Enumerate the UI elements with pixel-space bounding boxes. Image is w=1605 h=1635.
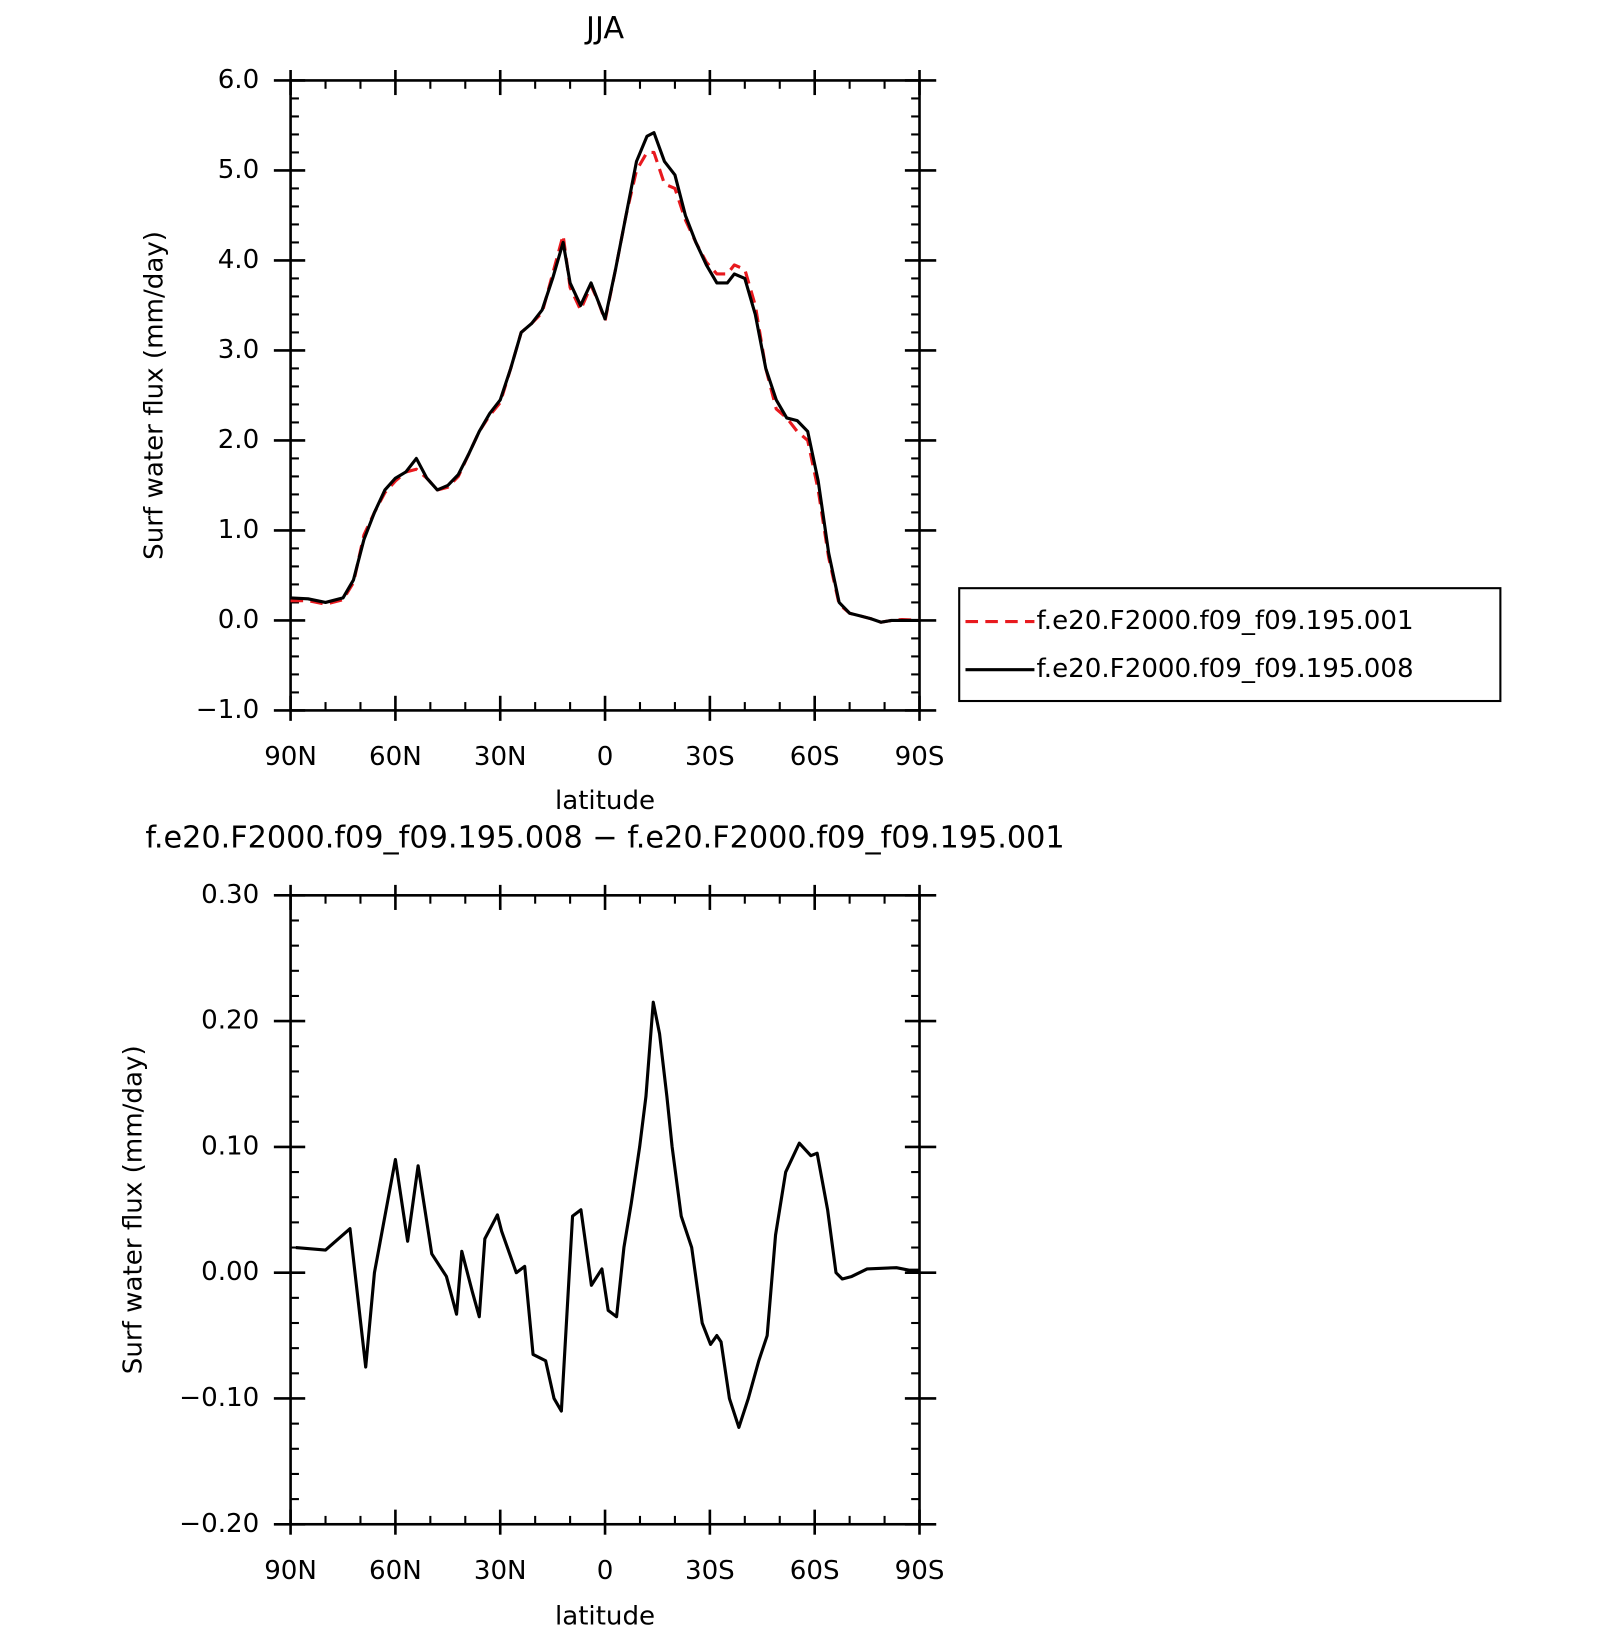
legend-label: f.e20.F2000.f09_f09.195.001 — [1037, 606, 1414, 636]
y-tick-label: 3.0 — [218, 335, 260, 365]
legend-label: f.e20.F2000.f09_f09.195.008 — [1037, 654, 1414, 684]
x-tick-label: 30N — [474, 1556, 527, 1586]
y-tick-label: 2.0 — [218, 425, 260, 455]
y-tick-label: 6.0 — [218, 65, 260, 95]
y-axis-label: Surf water flux (mm/day) — [139, 231, 169, 560]
plot-frame — [289, 79, 921, 712]
x-tick-label: 30S — [685, 1556, 735, 1586]
y-tick-label: 0.20 — [201, 1006, 259, 1036]
y-tick-label: 0.10 — [201, 1131, 259, 1161]
data-line — [290, 131, 920, 624]
x-axis-label: latitude — [555, 786, 655, 816]
y-tick-label: −0.10 — [179, 1383, 259, 1413]
x-tick-label: 0 — [597, 742, 614, 772]
x-tick-label: 60N — [369, 1556, 422, 1586]
legend-box — [958, 587, 1502, 703]
data-line — [290, 150, 920, 624]
x-tick-label: 30S — [685, 742, 735, 772]
y-tick-label: 1.0 — [218, 515, 260, 545]
y-tick-label: 0.30 — [201, 880, 259, 910]
y-tick-label: −1.0 — [196, 695, 259, 725]
x-tick-label: 90N — [264, 742, 317, 772]
x-tick-label: 30N — [474, 742, 527, 772]
y-tick-label: 0.00 — [201, 1257, 259, 1287]
y-tick-label: 5.0 — [218, 155, 260, 185]
x-axis-label: latitude — [555, 1602, 655, 1632]
y-axis-label: Surf water flux (mm/day) — [118, 1045, 148, 1374]
x-tick-label: 90N — [264, 1556, 317, 1586]
x-tick-label: 60N — [369, 742, 422, 772]
x-tick-label: 60S — [790, 1556, 840, 1586]
y-tick-label: 4.0 — [218, 245, 260, 275]
chart-title: JJA — [584, 11, 624, 46]
x-tick-label: 90S — [895, 1556, 945, 1586]
y-tick-label: 0.0 — [218, 605, 260, 635]
data-line — [295, 1000, 920, 1429]
chart-title: f.e20.F2000.f09_f09.195.008 − f.e20.F200… — [145, 820, 1064, 855]
y-tick-label: −0.20 — [179, 1509, 259, 1539]
x-tick-label: 90S — [895, 742, 945, 772]
x-tick-label: 0 — [597, 1556, 614, 1586]
x-tick-label: 60S — [790, 742, 840, 772]
